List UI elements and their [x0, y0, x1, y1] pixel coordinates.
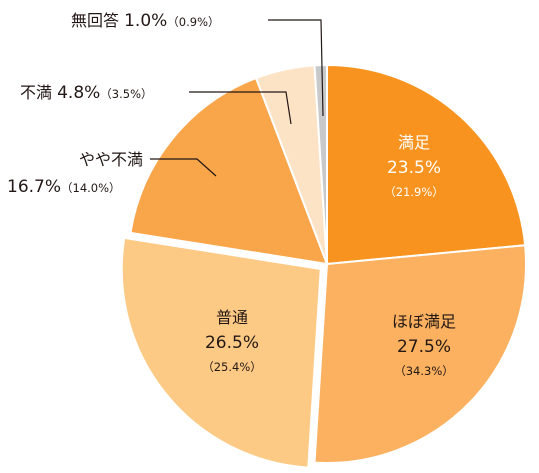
slice-value-1: 27.5%	[397, 337, 451, 357]
slice-label-0: 満足	[398, 133, 430, 152]
pie-slice-3	[129, 76, 329, 266]
leader-line-5	[268, 19, 324, 117]
leader-line-3	[150, 158, 217, 177]
slice-value-3: 16.7%（14.0%）	[7, 177, 121, 197]
slice-label-5: 無回答 1.0%（0.9%）	[71, 11, 220, 31]
pie-slice-1	[313, 244, 527, 464]
slice-value-2: 26.5%	[205, 333, 259, 353]
slice-prev-value-2: （25.4%）	[202, 360, 262, 374]
slice-label-3: やや不満	[79, 150, 143, 169]
slice-prev-value-0: （21.9%）	[384, 185, 444, 199]
leader-line-4	[189, 91, 292, 125]
pie-slice-0	[326, 63, 527, 266]
slice-value-0: 23.5%	[387, 158, 441, 178]
slice-label-2: 普通	[216, 308, 248, 327]
slice-prev-value-1: （34.3%）	[394, 364, 454, 378]
slice-label-4: 不満 4.8%（3.5%）	[20, 83, 153, 103]
slice-label-1: ほぼ満足	[392, 312, 456, 331]
pie-slice-5	[313, 63, 328, 265]
pie-slice-2	[120, 236, 322, 469]
